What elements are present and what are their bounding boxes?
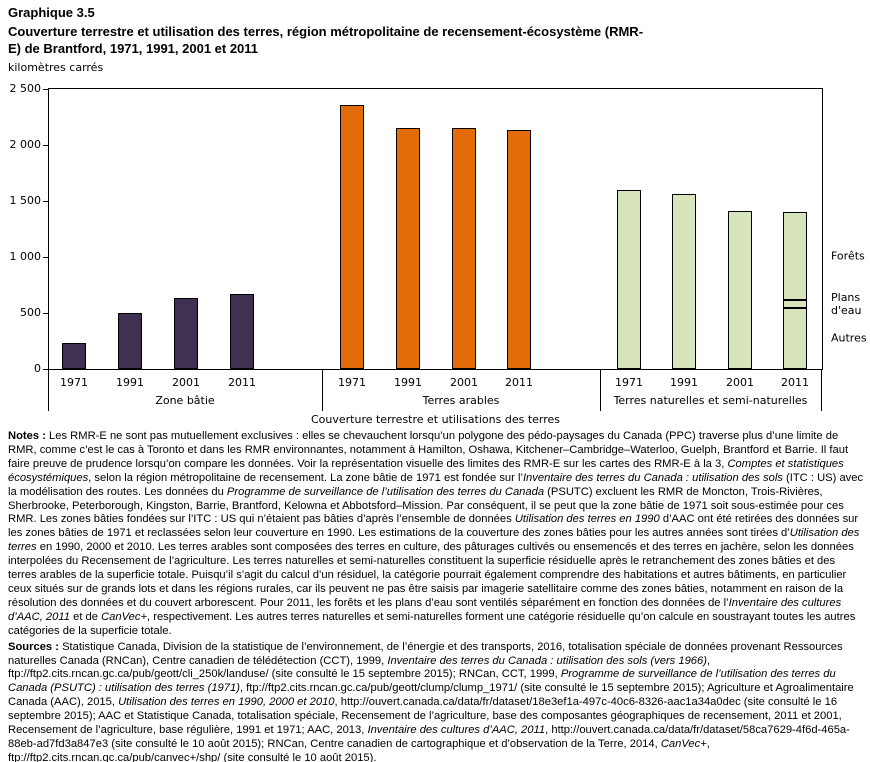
bar-zone-batie-2001 (174, 298, 198, 369)
bar-segment-plans-d-eau-2011 (783, 299, 807, 308)
text-run: , http://ouvert.canada.ca/data/fr/datase… (8, 724, 850, 750)
y-axis-tick-mark (43, 257, 48, 258)
text-run: d’AAC ont été retirées des données sur l… (8, 513, 859, 540)
notes-and-sources: Notes : Les RMR-E ne sont pas mutuelleme… (8, 430, 865, 762)
bar-terres-naturelles-et-semi-naturelles-2001 (728, 211, 752, 369)
bar-terres-naturelles-et-semi-naturelles-1991 (672, 194, 696, 369)
y-axis-tick-label: 0 (34, 362, 41, 375)
text-run: , ftp://ftp2.cits.rncan.gc.ca/pub/geott/… (8, 682, 854, 709)
y-axis-tick-mark (43, 145, 48, 146)
text-run: , ftp://ftp2.cits.rncan.gc.ca/pub/canvec… (8, 737, 710, 762)
page-title: Couverture terrestre et utilisation des … (8, 24, 644, 56)
text-run: , selon la région métropolitaine de rece… (88, 471, 523, 484)
graphic-number: Graphique 3.5 (8, 5, 95, 20)
annotation-plans-d-eau: Plans d'eau (831, 290, 862, 317)
notes-paragraph: Notes : Les RMR-E ne sont pas mutuelleme… (8, 430, 865, 639)
y-axis-tick-label: 1 000 (9, 250, 42, 263)
x-axis-year-label: 1971 (615, 376, 643, 389)
text-run: en 1990, 2000 et 2010. Les terres arable… (8, 541, 854, 609)
italic-title-run: Programme de surveillance de l’utilisati… (226, 485, 545, 498)
x-axis-group-label: Terres arables (422, 394, 500, 407)
bar-zone-batie-1991 (118, 313, 142, 369)
x-axis-year-label: 1971 (338, 376, 366, 389)
bar-terres-naturelles-et-semi-naturelles-1971 (617, 189, 641, 369)
axis-group-divider (322, 369, 323, 411)
x-axis-year-label: 2001 (172, 376, 200, 389)
bar-segment-autres-2011 (783, 307, 807, 369)
y-axis-tick-label: 1 500 (9, 194, 42, 207)
x-axis-year-label: 1971 (60, 376, 88, 389)
italic-title-run: Utilisation des terres en 1990, 2000 et … (118, 696, 335, 709)
x-axis-year-label: 2011 (781, 376, 809, 389)
x-axis-year-label: 1991 (116, 376, 144, 389)
annotation-forets: Forêts (831, 249, 865, 263)
italic-title-run: Inventaire des cultures d’AAC, 2011 (367, 724, 546, 737)
italic-title-run: Inventaire des cultures d’AAC, 2011 (8, 596, 842, 623)
x-axis-year-label: 2011 (505, 376, 533, 389)
notes-text: Les RMR-E ne sont pas mutuellement exclu… (8, 430, 863, 637)
axis-group-divider (48, 369, 49, 411)
text-run: , ftp://ftp2.cits.rncan.gc.ca/pub/geott/… (8, 654, 711, 681)
italic-title-run: Comptes et statistiques écosystémiques (8, 457, 844, 484)
text-run: Statistique Canada, Division de la stati… (8, 640, 843, 667)
italic-title-run: CanVec+ (660, 737, 707, 750)
x-axis-year-label: 1991 (394, 376, 422, 389)
bar-zone-batie-1971 (62, 343, 86, 369)
x-axis-year-label: 2001 (450, 376, 478, 389)
sources-text: Statistique Canada, Division de la stati… (8, 641, 854, 762)
text-run: (ITC : US) avec la modélisation des rout… (8, 471, 864, 498)
y-axis-tick-mark (43, 89, 48, 90)
bar-segment-forets-2011 (783, 211, 807, 300)
sources-label: Sources : (8, 640, 59, 653)
text-run: , http://ouvert.canada.ca/data/fr/datase… (8, 696, 842, 737)
y-axis-tick-mark (43, 313, 48, 314)
bar-terres-arables-2001 (452, 127, 476, 369)
y-axis-tick-label: 2 000 (9, 138, 42, 151)
y-axis-tick-label: 2 500 (9, 82, 42, 95)
x-axis-group-label: Zone bâtie (155, 394, 215, 407)
bar-terres-arables-1991 (396, 128, 420, 369)
sources-paragraph: Sources : Statistique Canada, Division d… (8, 641, 865, 762)
bar-terres-arables-1971 (340, 104, 364, 369)
italic-title-run: Utilisation des terres (8, 527, 860, 554)
text-run: , respectivement. Les autres terres natu… (8, 610, 856, 637)
italic-title-run: Utilisation des terres en 1990 (514, 513, 660, 526)
bar-terres-arables-2011 (507, 129, 531, 369)
text-run: Les RMR-E ne sont pas mutuellement exclu… (8, 430, 849, 470)
y-axis-tick-label: 500 (20, 306, 41, 319)
x-axis-year-label: 2001 (726, 376, 754, 389)
plot-area (48, 88, 823, 370)
x-axis-title: Couverture terrestre et utilisations des… (310, 413, 561, 426)
italic-title-run: Inventaire des terres du Canada : utilis… (522, 471, 783, 484)
text-run: (PSUTC) excluent les RMR de Moncton, Tro… (8, 485, 844, 526)
y-axis-tick-mark (43, 201, 48, 202)
x-axis-year-label: 1991 (670, 376, 698, 389)
italic-title-run: Inventaire des terres du Canada : utilis… (387, 654, 707, 667)
annotation-autres: Autres (831, 331, 867, 345)
y-axis-unit-label: kilomètres carrés (8, 61, 104, 74)
axis-group-divider (821, 369, 822, 411)
bar-zone-batie-2011 (230, 293, 254, 369)
italic-title-run: Programme de surveillance de l’utilisati… (8, 668, 836, 695)
notes-label: Notes : (8, 430, 46, 442)
italic-title-run: CanVec+ (101, 610, 148, 623)
y-axis-tick-mark (43, 369, 48, 370)
text-run: et de (69, 610, 102, 623)
x-axis-group-label: Terres naturelles et semi-naturelles (613, 394, 808, 407)
x-axis-year-label: 2011 (228, 376, 256, 389)
axis-group-divider (600, 369, 601, 411)
